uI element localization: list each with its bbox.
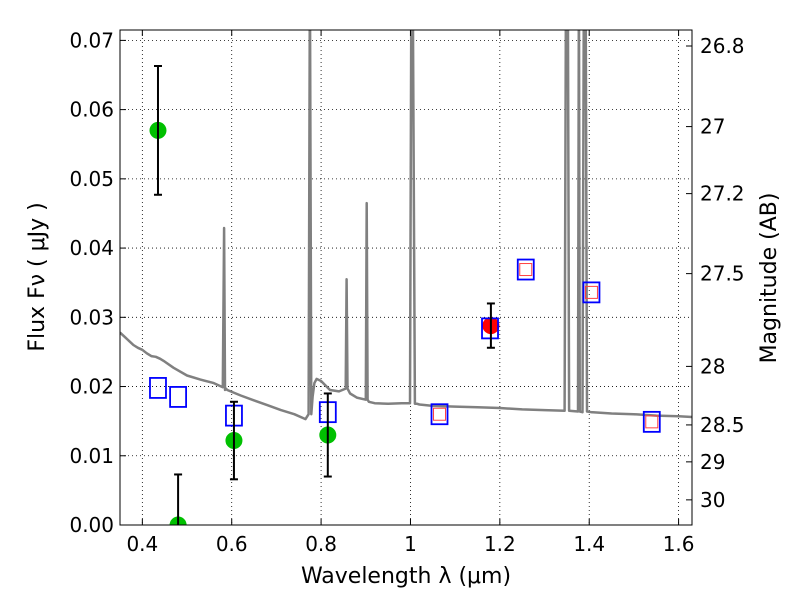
x-tick-label: 0.4: [126, 532, 158, 556]
x-tick-label: 0.6: [216, 532, 248, 556]
model-flux-square: [169, 386, 187, 408]
right-tick-label: 28: [700, 354, 725, 378]
y-tick-label: 0.07: [69, 28, 114, 52]
y-tick-label: 0.06: [69, 98, 114, 122]
x-tick-label: 0.8: [305, 532, 337, 556]
plot-markers-overflow: [153, 65, 495, 525]
model-flux-inner-square: [433, 407, 447, 421]
x-tick-label: 1.2: [484, 532, 516, 556]
y-tick-label: 0.01: [69, 444, 114, 468]
model-flux-inner-square: [584, 285, 598, 299]
right-tick-label: 30: [700, 488, 725, 512]
spectrum-line: [120, 30, 692, 421]
x-axis-label: Wavelength λ (μm): [301, 564, 511, 589]
y-axis-ticks: 0.00 0.01 0.02 0.03 0.04 0.05 0.06 0.07: [69, 28, 126, 537]
y-tick-label: 0.02: [69, 375, 114, 399]
model-flux-inner-square: [519, 263, 533, 277]
x-tick-label: 1.6: [663, 532, 695, 556]
x-axis-ticks: 0.4 0.6 0.8 1 1.2 1.4 1.6: [126, 30, 695, 556]
right-tick-label: 29: [700, 450, 725, 474]
y-tick-label: 0.05: [69, 167, 114, 191]
right-tick-label: 27.5: [700, 262, 745, 286]
right-tick-label: 26.8: [700, 34, 745, 58]
model-flux-square: [642, 410, 661, 433]
x-tick-label: 1.4: [573, 532, 605, 556]
right-tick-label: 28.5: [700, 413, 745, 437]
y-axis-label: Flux Fν ( μJy ): [25, 202, 50, 351]
right-tick-label: 27.2: [700, 182, 745, 206]
model-flux-square: [516, 258, 535, 281]
grid-lines: [120, 30, 692, 525]
right-tick-label: 27: [700, 115, 725, 139]
model-flux-square: [430, 403, 449, 426]
y-tick-label: 0.03: [69, 305, 114, 329]
right-axis-label: Magnitude (AB): [757, 193, 782, 364]
y-tick-label: 0.00: [69, 513, 114, 537]
model-flux-inner-square: [645, 415, 659, 429]
model-flux-square: [582, 281, 601, 304]
y-tick-label: 0.04: [69, 236, 114, 260]
x-tick-label: 1: [404, 532, 417, 556]
axes-frame: [119, 29, 693, 526]
right-axis-ticks: 26.8 27 27.2 27.5 28 28.5 29 30: [686, 34, 745, 512]
model-flux-square: [149, 377, 167, 399]
